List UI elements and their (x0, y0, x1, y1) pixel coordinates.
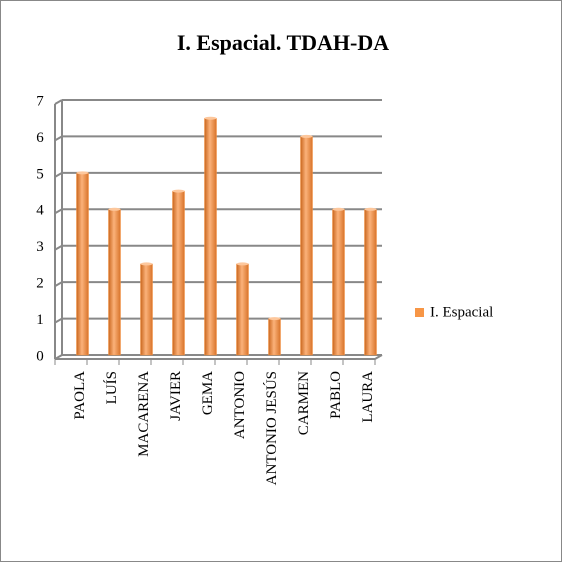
bar-cap (300, 134, 313, 138)
bar-cap (364, 207, 377, 211)
bar (268, 318, 281, 356)
grid-line-depth (54, 317, 63, 324)
x-tick-label: ANTONIO (232, 371, 248, 439)
bar-cap (204, 116, 217, 120)
bar (300, 136, 313, 356)
y-tick-label: 5 (36, 166, 44, 182)
grid-line-depth (54, 135, 63, 142)
bar-cap (268, 317, 281, 321)
x-tick-label: PAOLA (72, 371, 88, 420)
grid-line-depth (54, 171, 63, 178)
bar (364, 209, 377, 356)
bar (108, 209, 121, 356)
grid-line-depth (54, 208, 63, 215)
x-tick-label: ANTONIO JESÚS (263, 371, 280, 485)
bar (236, 263, 249, 356)
x-tick-label: LAURA (360, 371, 376, 423)
bar (140, 263, 153, 356)
bar-cap (236, 262, 249, 266)
bar (172, 190, 185, 356)
y-tick-label: 2 (36, 276, 44, 292)
bar (204, 117, 217, 356)
x-tick-label: LUÍS (103, 371, 120, 404)
chart-title: I. Espacial. TDAH-DA (177, 30, 389, 55)
x-tick-label: CARMEN (296, 371, 312, 435)
y-tick-label: 4 (36, 203, 44, 219)
bar-cap (76, 171, 89, 175)
grid-line-depth (54, 244, 63, 251)
x-axis-depth (374, 354, 383, 360)
bar-cap (140, 262, 153, 266)
bar-cap (332, 207, 345, 211)
grid-line-depth (54, 99, 63, 105)
bar-cap (108, 207, 121, 211)
x-tick-label: MACARENA (136, 371, 152, 457)
legend-swatch (415, 308, 424, 317)
bar (332, 209, 345, 356)
legend-label: I. Espacial (430, 304, 493, 320)
y-tick-label: 0 (36, 348, 44, 364)
y-tick-label: 3 (36, 239, 44, 255)
grid-line-depth (54, 281, 63, 288)
x-tick-label: PABLO (328, 371, 344, 419)
x-tick-label: JAVIER (168, 371, 184, 421)
y-tick-label: 1 (36, 312, 44, 328)
x-tick-label: GEMA (200, 371, 216, 415)
bar-cap (172, 189, 185, 193)
y-tick-label: 7 (36, 93, 44, 109)
y-tick-label: 6 (36, 130, 44, 146)
bar (76, 172, 89, 356)
